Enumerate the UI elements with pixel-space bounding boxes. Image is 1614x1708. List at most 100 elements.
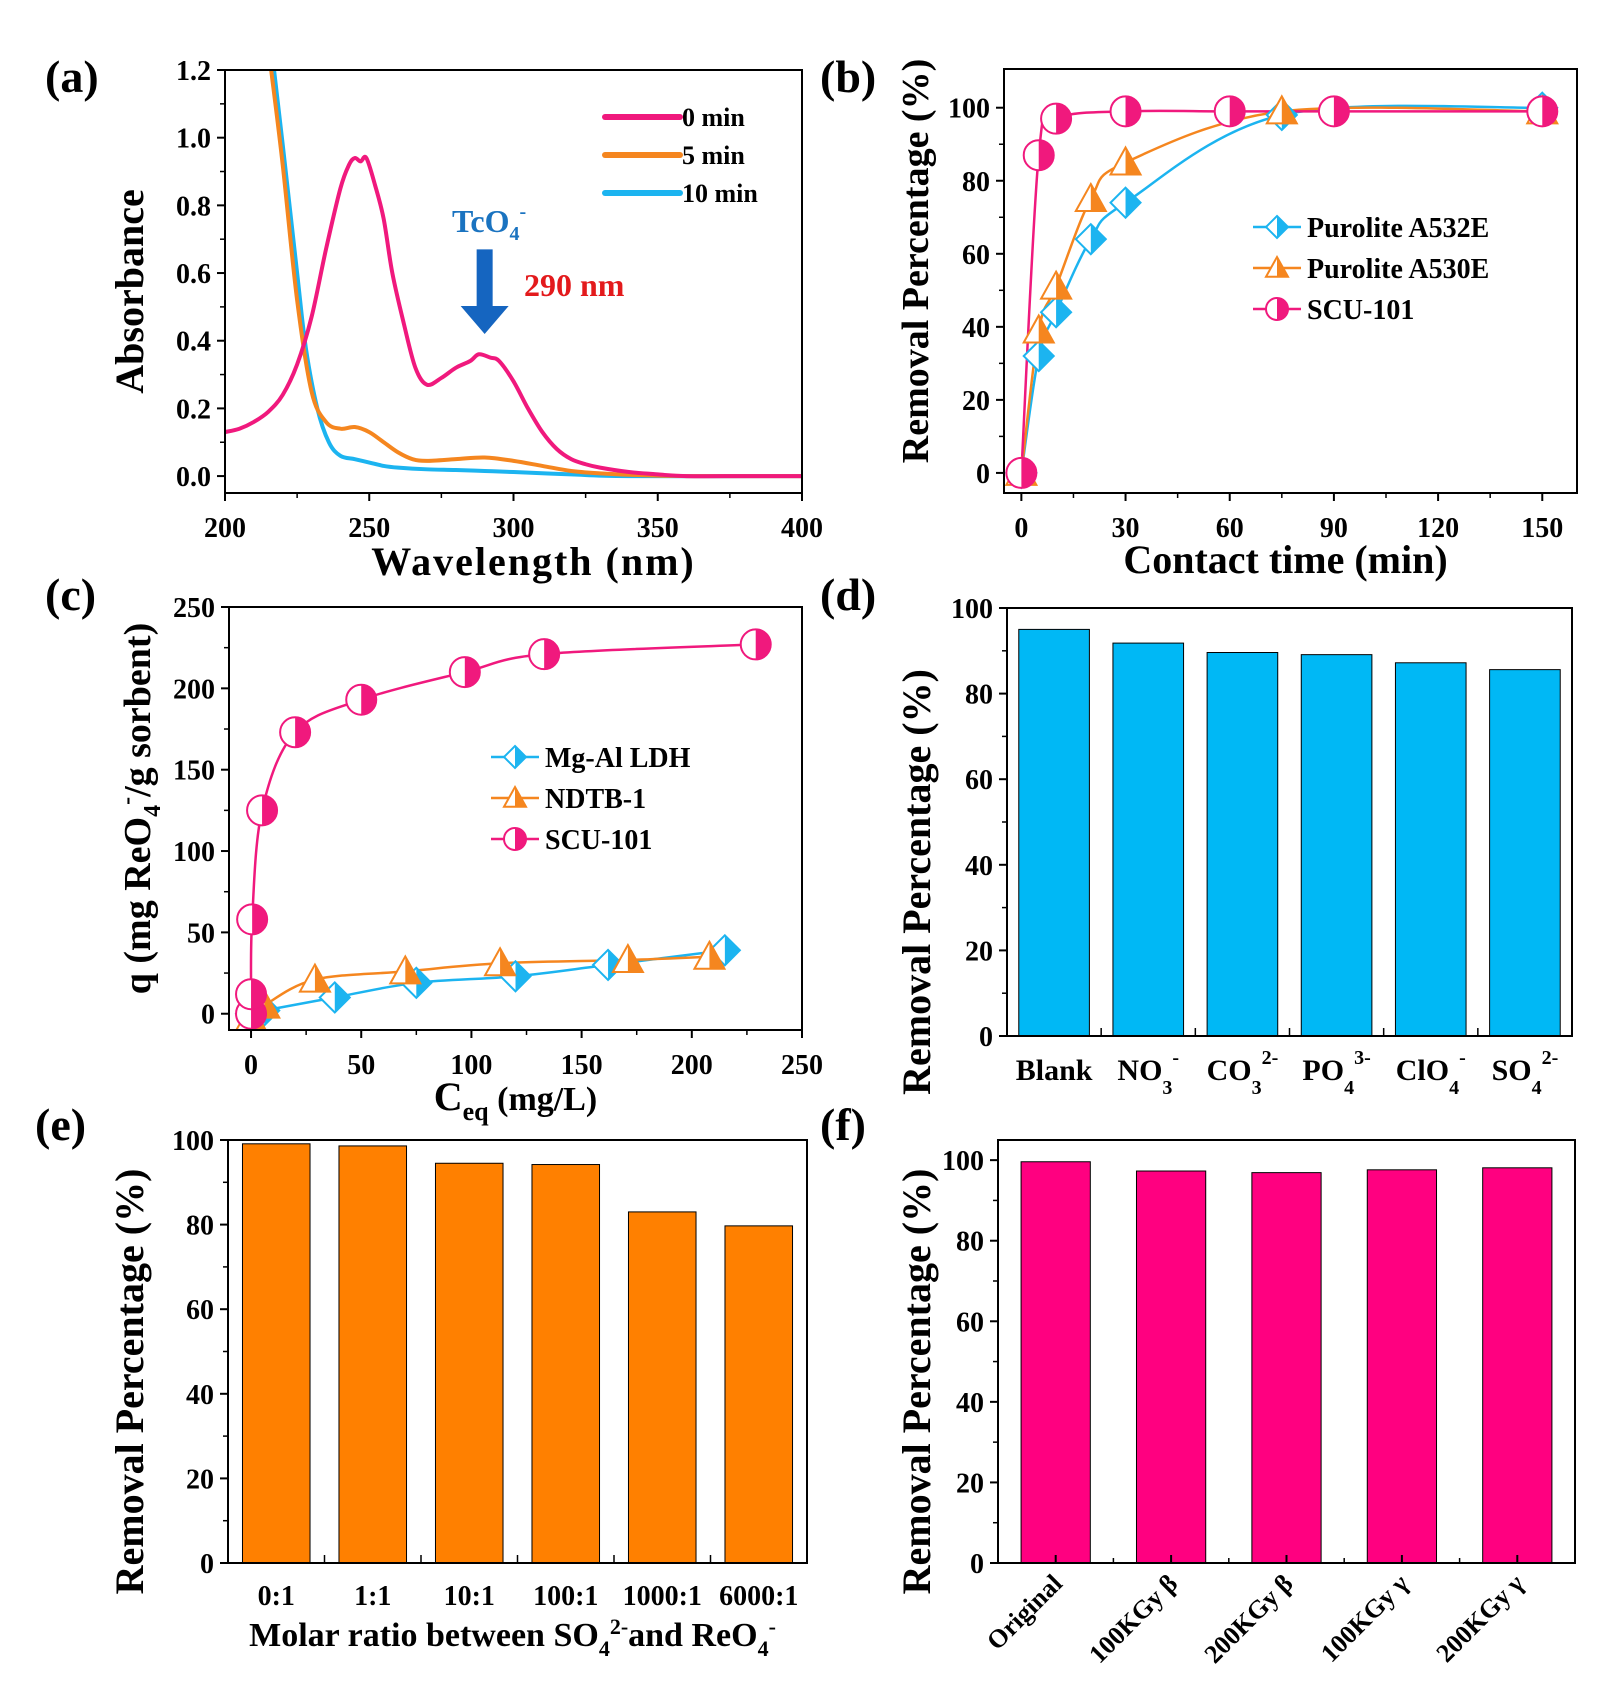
x-tick-label: 250	[781, 1050, 823, 1081]
x-axis-label: Wavelength (nm)	[371, 539, 695, 584]
y-tick-label: 0.8	[176, 191, 211, 222]
y-tick-label: 80	[962, 167, 990, 198]
data-point	[692, 939, 727, 970]
data-point	[448, 656, 481, 689]
marker-fill	[1125, 96, 1141, 127]
data-point	[1039, 295, 1073, 329]
text-span: SO	[1492, 1054, 1532, 1087]
plot-frame	[997, 1139, 1576, 1564]
text-span: 3-	[1354, 1047, 1371, 1069]
marker-fill	[314, 964, 330, 992]
legend: Mg-Al LDH NDTB-1 SCU-101	[491, 743, 691, 856]
x-tick-label: 200	[671, 1050, 713, 1081]
marker-fill	[627, 945, 643, 973]
x-tick-label: 0:1	[258, 1581, 295, 1612]
bar	[241, 1143, 311, 1564]
text-span: 4	[1449, 1077, 1459, 1099]
x-tick-label: CO32-	[1207, 1047, 1279, 1099]
text-span: -	[114, 797, 140, 805]
x-axis-label: Contact time (min)	[1123, 537, 1447, 582]
series-line-5-min	[269, 70, 802, 479]
bar	[1366, 1169, 1438, 1564]
panel-label: (e)	[35, 1099, 86, 1150]
data-point	[1213, 95, 1246, 128]
marker-fill	[1277, 216, 1288, 238]
marker-fill	[1056, 103, 1072, 134]
data-point	[1265, 297, 1289, 321]
x-tick-label: SO42-	[1492, 1047, 1559, 1099]
y-tick-label: 80	[965, 680, 993, 711]
text-span: Molar ratio between SO	[249, 1617, 599, 1654]
text-span: -	[769, 1614, 776, 1639]
marker-fill	[1038, 315, 1054, 343]
x-tick-label: 30	[1112, 513, 1140, 544]
panel-label: (d)	[820, 569, 876, 620]
x-tick-label: 10:1	[444, 1581, 495, 1612]
y-axis-label: Removal Percentage (%)	[894, 669, 939, 1095]
x-tick-label: 100	[450, 1050, 492, 1081]
x-tick-label: 300	[493, 513, 535, 544]
data-point	[388, 954, 423, 985]
marker-fill	[264, 990, 280, 1018]
text-span: -	[1459, 1047, 1466, 1069]
legend-label: 10 min	[682, 179, 758, 208]
x-tick-label: 60	[1216, 513, 1244, 544]
text-span: CO	[1207, 1054, 1252, 1087]
text-span: and ReO	[628, 1617, 757, 1654]
y-axis-label: q (mg ReO4-/g sorbent)	[114, 623, 166, 994]
panel-label: (f)	[820, 1099, 866, 1150]
x-tick-label: 120	[1417, 513, 1459, 544]
x-axis-label: Ceq (mg/L)	[434, 1074, 597, 1126]
bar	[1020, 1161, 1091, 1564]
bar	[724, 1225, 794, 1564]
data-point	[739, 628, 772, 661]
text-span: -	[1172, 1047, 1179, 1069]
bar	[1018, 628, 1090, 1037]
bar	[1112, 642, 1185, 1037]
text-span: 4	[599, 1636, 610, 1661]
x-tick-label: 1000:1	[623, 1581, 702, 1612]
marker-fill	[1021, 457, 1037, 488]
text-span: (mg/L)	[489, 1081, 598, 1118]
plot-frame	[1006, 607, 1573, 1037]
text-span: 4	[1532, 1077, 1542, 1099]
y-tick-label: 80	[186, 1211, 214, 1242]
x-tick-label: PO43-	[1302, 1047, 1370, 1099]
y-tick-label: 50	[187, 918, 215, 949]
marker-fill	[1277, 298, 1288, 320]
x-tick-label: Blank	[1016, 1054, 1093, 1087]
x-tick-label: 100:1	[533, 1581, 598, 1612]
y-tick-label: 60	[956, 1307, 984, 1338]
data-point	[1022, 139, 1055, 172]
data-point	[235, 978, 268, 1011]
data-point	[1526, 95, 1559, 128]
x-tick-label: NO3-	[1117, 1047, 1179, 1099]
text-span: 4	[510, 223, 520, 245]
text-span: 2-	[610, 1614, 628, 1639]
marker-fill	[1125, 187, 1141, 218]
y-tick-label: 0.0	[176, 462, 211, 493]
marker-fill	[515, 787, 526, 807]
marker-fill	[1090, 224, 1106, 255]
y-tick-label: 20	[965, 936, 993, 967]
marker-fill	[252, 904, 268, 935]
data-point	[236, 903, 269, 936]
bar	[1135, 1170, 1207, 1564]
marker-fill	[405, 956, 421, 984]
bar	[338, 1145, 408, 1564]
y-tick-label: 100	[942, 1146, 984, 1177]
text-span: TcO	[452, 203, 510, 239]
marker-fill	[724, 935, 740, 966]
bar	[1394, 662, 1467, 1037]
text-span: -	[520, 201, 527, 223]
x-tick-label: 1:1	[354, 1581, 391, 1612]
y-tick-label: 20	[962, 386, 990, 417]
x-tick-label: 200KGy β	[1199, 1569, 1299, 1669]
y-tick-label: 150	[173, 756, 215, 787]
panel-b: 0 20 40 60 80 100 0 30 60 90 120 150 Contact time (m…	[895, 59, 1578, 582]
x-tick-label: 100KGy β	[1083, 1569, 1183, 1669]
panel-label: (c)	[45, 569, 96, 620]
y-tick-label: 40	[965, 851, 993, 882]
